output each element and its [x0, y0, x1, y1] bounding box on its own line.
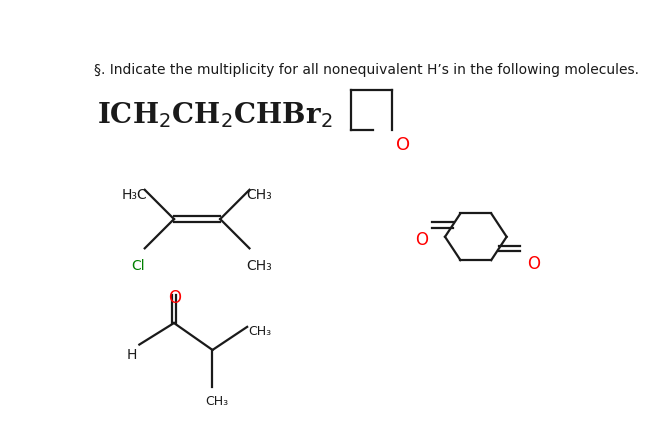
Text: Cl: Cl: [131, 259, 145, 273]
Text: CH₃: CH₃: [246, 188, 272, 202]
Text: H₃C: H₃C: [122, 188, 147, 202]
Text: CH₃: CH₃: [248, 325, 272, 339]
Text: O: O: [396, 136, 410, 154]
Text: O: O: [415, 231, 428, 249]
Text: §. Indicate the multiplicity for all nonequivalent H’s in the following molecule: §. Indicate the multiplicity for all non…: [94, 63, 639, 77]
Text: CH₃: CH₃: [205, 395, 228, 408]
Text: CH₃: CH₃: [246, 259, 272, 273]
Text: O: O: [169, 289, 182, 307]
Text: ICH$_2$CH$_2$CHBr$_2$: ICH$_2$CH$_2$CHBr$_2$: [97, 100, 333, 129]
Text: H: H: [127, 348, 138, 362]
Text: O: O: [527, 255, 541, 273]
